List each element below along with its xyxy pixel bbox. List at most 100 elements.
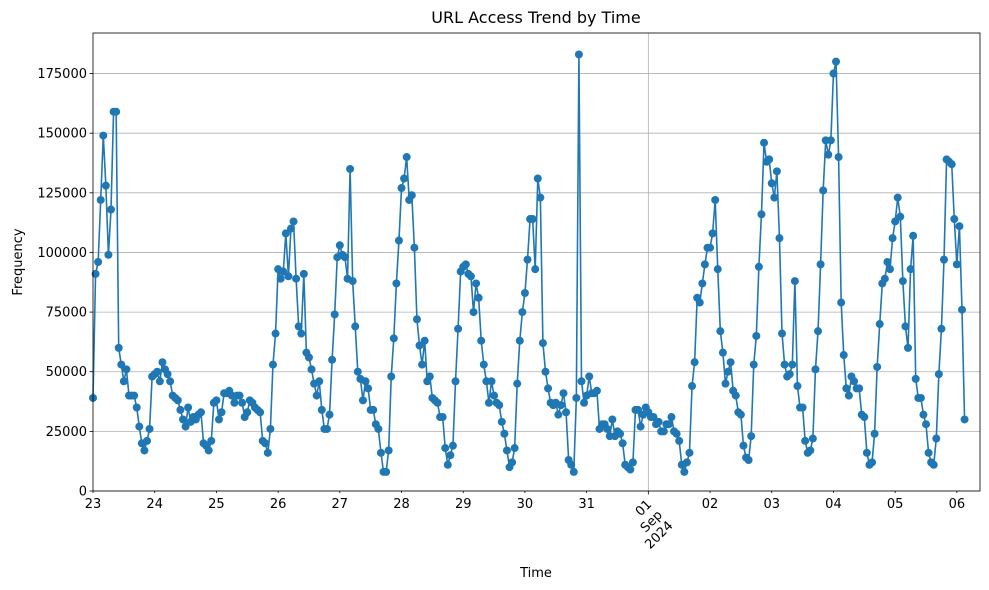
data-point	[896, 212, 905, 221]
data-point	[649, 413, 658, 422]
data-point	[217, 408, 226, 417]
data-point	[135, 422, 144, 431]
data-point	[340, 253, 349, 262]
plot-area-frame	[92, 32, 981, 492]
data-point	[757, 210, 766, 219]
data-point	[415, 341, 424, 350]
data-point	[268, 360, 277, 369]
x-tick-label: 24	[146, 497, 163, 512]
data-point	[384, 446, 393, 455]
data-point	[832, 57, 841, 66]
data-point	[294, 322, 303, 331]
data-point	[281, 229, 290, 238]
data-point	[271, 329, 280, 338]
data-point	[263, 448, 272, 457]
x-tick-label: 23	[85, 497, 102, 512]
data-point	[559, 389, 568, 398]
data-point	[212, 396, 221, 405]
data-point	[451, 377, 460, 386]
data-point	[292, 274, 301, 283]
data-point	[708, 229, 717, 238]
y-tick-label: 0	[79, 485, 87, 500]
data-point	[934, 370, 943, 379]
data-point	[117, 360, 126, 369]
chart-title: URL Access Trend by Time	[431, 8, 640, 27]
data-point	[937, 324, 946, 333]
data-point	[387, 372, 396, 381]
data-point	[767, 179, 776, 188]
data-point	[142, 436, 151, 445]
data-point	[410, 243, 419, 252]
data-point	[484, 398, 493, 407]
data-point	[502, 446, 511, 455]
data-point	[448, 441, 457, 450]
data-point	[361, 377, 370, 386]
data-point	[682, 458, 691, 467]
data-point	[790, 277, 799, 286]
data-point	[122, 365, 131, 374]
data-point	[932, 434, 941, 443]
data-point	[304, 353, 313, 362]
data-point	[425, 372, 434, 381]
y-tick-label: 75000	[46, 306, 87, 321]
data-point	[346, 164, 355, 173]
data-point	[752, 331, 761, 340]
data-point	[675, 436, 684, 445]
data-point	[801, 436, 810, 445]
data-point	[919, 410, 928, 419]
data-point	[176, 405, 185, 414]
y-axis: 0 25000 50000 75000 100000 125000 150000 175000	[37, 67, 93, 500]
data-point	[461, 260, 470, 269]
data-point	[868, 458, 877, 467]
data-point	[533, 174, 542, 183]
x-tick-label: 31	[578, 497, 595, 512]
data-point	[369, 405, 378, 414]
data-point	[374, 424, 383, 433]
x-tick-label: 04	[825, 497, 842, 512]
y-axis-label: Frequency	[11, 228, 26, 295]
data-point	[317, 405, 326, 414]
data-point	[91, 269, 100, 278]
data-point	[402, 153, 411, 162]
data-point	[808, 434, 817, 443]
data-point	[680, 467, 689, 476]
data-point	[289, 217, 298, 226]
data-point	[376, 448, 385, 457]
data-point	[664, 420, 673, 429]
data-point	[328, 355, 337, 364]
data-point	[824, 150, 833, 159]
data-point	[726, 358, 735, 367]
data-point	[433, 398, 442, 407]
data-point	[438, 413, 447, 422]
data-point	[520, 289, 529, 298]
data-point	[307, 365, 316, 374]
data-point	[906, 265, 915, 274]
data-point	[394, 236, 403, 245]
y-tick-label: 125000	[37, 186, 87, 201]
data-point	[778, 329, 787, 338]
data-point	[721, 379, 730, 388]
data-point	[811, 365, 820, 374]
data-point	[544, 384, 553, 393]
data-point	[950, 215, 959, 224]
data-point	[634, 405, 643, 414]
data-point	[685, 448, 694, 457]
data-point	[351, 322, 360, 331]
data-point	[500, 429, 509, 438]
data-point	[474, 293, 483, 302]
data-point	[618, 439, 627, 448]
x-tick-label: 29	[455, 497, 472, 512]
data-point	[875, 320, 884, 329]
data-point	[844, 391, 853, 400]
data-point	[556, 401, 565, 410]
data-point	[446, 451, 455, 460]
series-markers	[89, 50, 969, 476]
data-point	[284, 272, 293, 281]
data-point	[829, 69, 838, 78]
data-point	[114, 343, 123, 352]
data-point	[335, 241, 344, 250]
data-point	[574, 50, 583, 59]
data-point	[266, 424, 275, 433]
data-point	[736, 410, 745, 419]
